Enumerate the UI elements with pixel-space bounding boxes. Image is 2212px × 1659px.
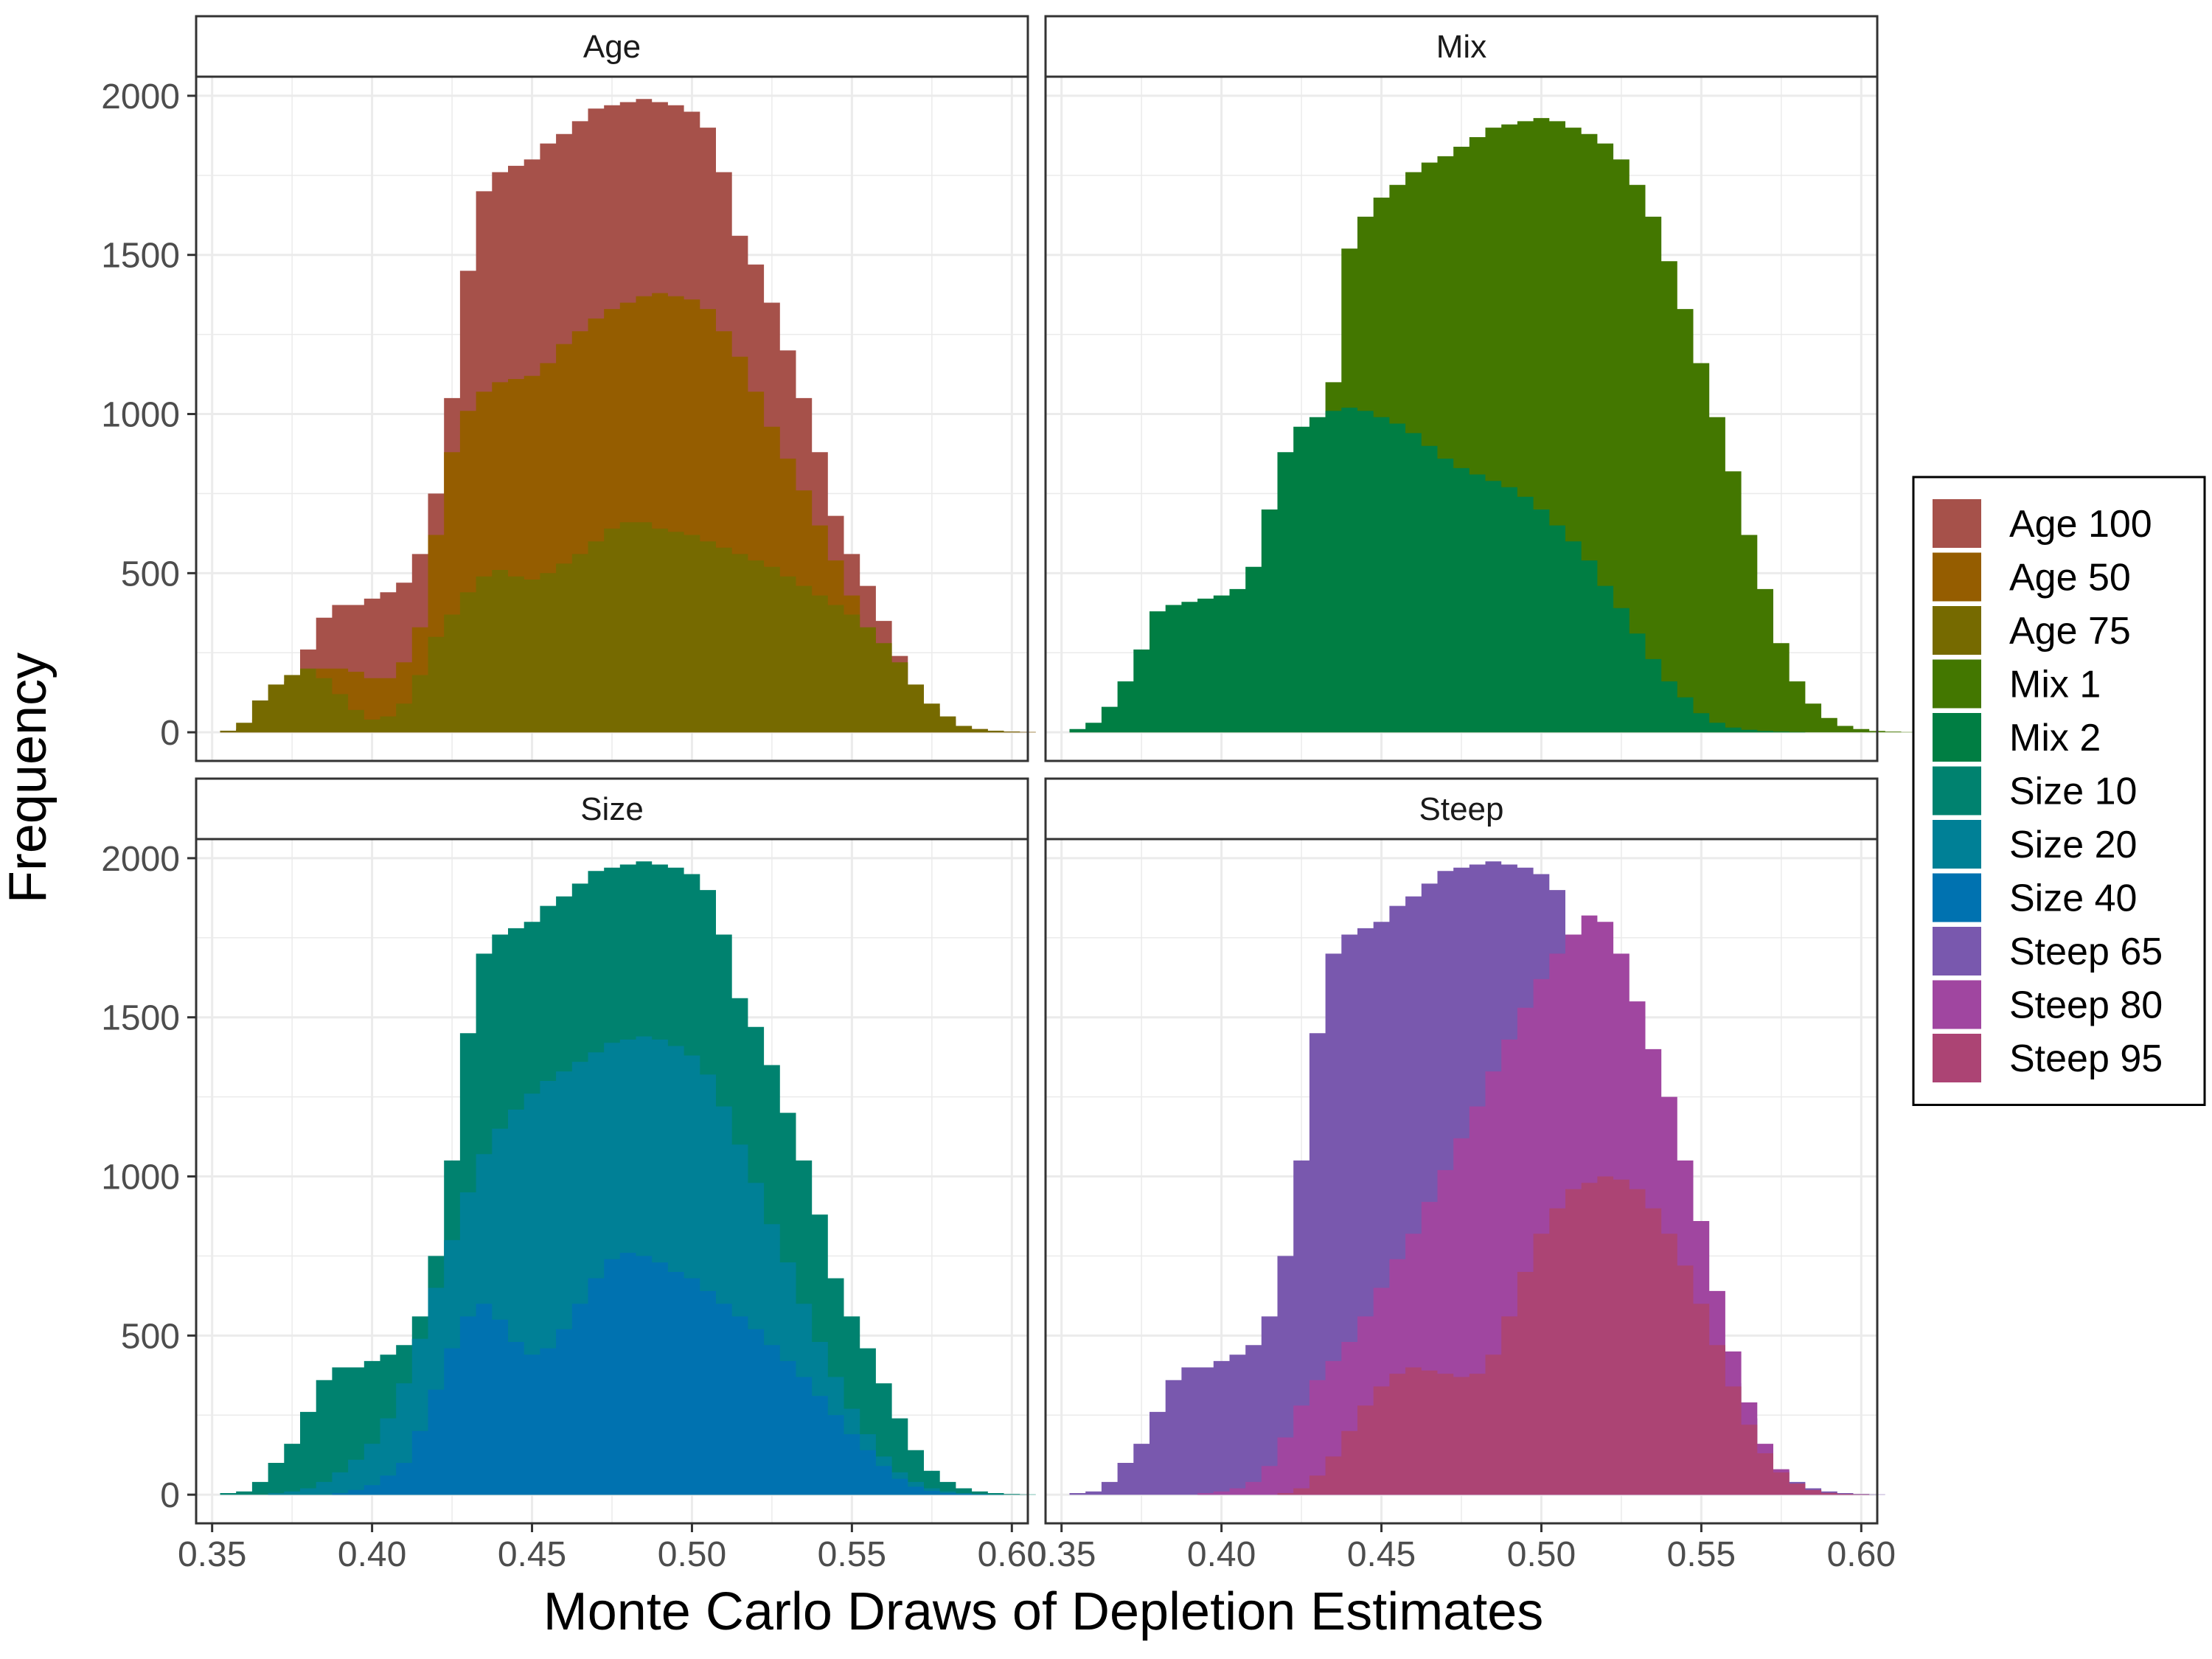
x-tick-label: 0.60 bbox=[978, 1535, 1046, 1574]
legend-label: Mix 1 bbox=[2009, 664, 2101, 706]
x-tick-label: 0.40 bbox=[338, 1535, 406, 1574]
strip-label: Mix bbox=[1436, 29, 1486, 65]
y-tick-label: 2000 bbox=[101, 840, 180, 879]
panels: Age Mix Size Steep bbox=[195, 15, 1918, 1525]
x-tick-label: 0.55 bbox=[818, 1535, 886, 1574]
x-tick-label: 0.50 bbox=[1507, 1535, 1576, 1574]
histogram-series-age-75 bbox=[220, 522, 1036, 733]
panel-size: Size bbox=[195, 777, 1036, 1525]
legend-label: Mix 2 bbox=[2009, 717, 2101, 759]
strip-steep bbox=[1044, 777, 1879, 841]
strip-age bbox=[195, 15, 1029, 78]
legend-key bbox=[1933, 766, 1981, 815]
legend-label: Age 100 bbox=[2009, 503, 2152, 546]
x-axis-label: Monte Carlo Draws of Depletion Estimates bbox=[543, 1582, 1544, 1641]
panel-mix: Mix bbox=[1044, 15, 1918, 762]
histogram-series-steep-95 bbox=[1069, 1176, 1870, 1495]
legend-key bbox=[1933, 499, 1981, 548]
x-tick-label: 0.60 bbox=[1827, 1535, 1896, 1574]
x-tick-label: 0.45 bbox=[1347, 1535, 1416, 1574]
x-tick-label: 0.45 bbox=[498, 1535, 566, 1574]
legend: Age 100 Age 50 Age 75 Mix 1 Mix 2 Size 10 Size… bbox=[1912, 476, 2206, 1106]
legend-label: Steep 65 bbox=[2009, 931, 2163, 973]
y-tick-label: 2000 bbox=[101, 77, 180, 116]
strip-mix bbox=[1044, 15, 1879, 78]
legend-key bbox=[1933, 606, 1981, 655]
y-tick-label: 0 bbox=[160, 714, 180, 753]
x-tick-label: 0.50 bbox=[658, 1535, 726, 1574]
histogram-series-mix-2 bbox=[1069, 407, 1806, 733]
y-tick-label: 500 bbox=[121, 1317, 180, 1356]
legend-key bbox=[1933, 927, 1981, 975]
x-axes: 0.35 0.40 0.45 0.50 0.55 0.600.35 0.40 0.45 0.50… bbox=[178, 1523, 1896, 1574]
y-tick-label: 1000 bbox=[101, 1158, 180, 1197]
panel-age: Age bbox=[195, 15, 1036, 762]
x-tick-label: 0.40 bbox=[1187, 1535, 1256, 1574]
legend-key bbox=[1933, 659, 1981, 709]
y-tick-label: 0 bbox=[160, 1476, 180, 1515]
legend-label: Steep 95 bbox=[2009, 1037, 2163, 1080]
legend-label: Size 20 bbox=[2009, 824, 2137, 866]
strip-size bbox=[195, 777, 1029, 841]
strip-label: Size bbox=[580, 791, 644, 827]
legend-key bbox=[1933, 1034, 1981, 1082]
legend-label: Age 75 bbox=[2009, 610, 2131, 653]
y-tick-label: 500 bbox=[121, 554, 180, 594]
legend-key bbox=[1933, 713, 1981, 762]
legend-key bbox=[1933, 873, 1981, 922]
strip-label: Age bbox=[583, 29, 641, 65]
y-tick-label: 1500 bbox=[101, 999, 180, 1038]
legend-key bbox=[1933, 552, 1981, 602]
y-tick-label: 1500 bbox=[101, 237, 180, 276]
legend-label: Age 50 bbox=[2009, 557, 2131, 599]
histogram-series-mix-1 bbox=[1069, 118, 1918, 733]
x-tick-label: 0.35 bbox=[178, 1535, 246, 1574]
legend-key bbox=[1933, 980, 1981, 1029]
y-axes: 0 500 1000 1500 2000 0 500 1000 1500 2000 bbox=[101, 77, 196, 1515]
x-tick-label: 0.35 bbox=[1027, 1535, 1096, 1574]
legend-label: Steep 80 bbox=[2009, 984, 2163, 1027]
legend-key bbox=[1933, 820, 1981, 869]
y-axis-label: Frequency bbox=[0, 653, 58, 903]
x-tick-label: 0.55 bbox=[1667, 1535, 1736, 1574]
histogram-series-size-40 bbox=[220, 1253, 988, 1495]
y-tick-label: 1000 bbox=[101, 396, 180, 435]
legend-label: Size 10 bbox=[2009, 771, 2137, 813]
strip-label: Steep bbox=[1419, 791, 1504, 827]
legend-label: Size 40 bbox=[2009, 877, 2137, 920]
panel-steep: Steep bbox=[1044, 777, 1885, 1525]
